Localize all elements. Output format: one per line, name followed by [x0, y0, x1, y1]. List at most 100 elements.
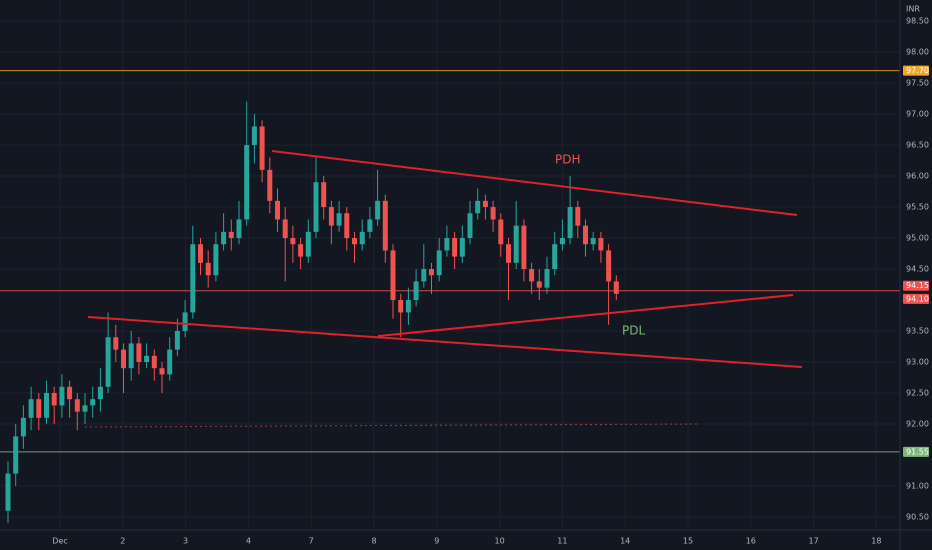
candle-body	[436, 250, 442, 276]
candle-body	[174, 331, 180, 350]
candles	[5, 101, 619, 524]
candle-body	[167, 349, 173, 375]
candle-body	[13, 436, 19, 474]
candle-body	[136, 343, 142, 363]
candle-body	[375, 200, 381, 220]
candle-body	[267, 169, 273, 201]
y-tick-label: 93.00	[906, 358, 929, 367]
candle-body	[482, 200, 488, 208]
candle-body	[429, 269, 434, 276]
candle-body	[144, 355, 150, 363]
candle-body	[82, 405, 88, 412]
y-tick-label: 96.50	[906, 141, 929, 150]
x-tick-label: 11	[557, 537, 567, 546]
candle-body	[513, 225, 519, 263]
candle-body	[151, 355, 157, 369]
trend-line	[377, 294, 794, 337]
grid	[0, 0, 900, 530]
y-tick-label: 92.00	[906, 420, 929, 429]
candle-body	[544, 269, 550, 288]
trend-lines	[87, 150, 803, 368]
candle-body	[236, 219, 242, 239]
x-tick-label: 17	[809, 537, 819, 546]
candle-body	[105, 337, 111, 387]
candle-body	[275, 200, 280, 220]
candle-body	[421, 269, 427, 282]
candle-body	[405, 300, 411, 313]
y-tick-label: 93.50	[906, 327, 929, 336]
candle-body	[583, 225, 588, 245]
x-tick-label: 2	[120, 537, 125, 546]
candle-body	[552, 244, 558, 270]
candle-body	[328, 207, 334, 226]
candle-body	[182, 312, 188, 332]
x-tick-label: 18	[871, 537, 881, 546]
candle-body	[452, 238, 458, 257]
candle-body	[506, 244, 511, 263]
candle-body	[198, 244, 203, 263]
candle-body	[97, 386, 103, 400]
price-label-box	[903, 280, 929, 291]
candle-body	[205, 262, 211, 276]
candle-body	[413, 281, 419, 301]
y-tick-label: 97.50	[906, 79, 929, 88]
x-tick-label: 9	[434, 537, 439, 546]
y-tick-label: 95.00	[906, 234, 929, 243]
candle-body	[444, 238, 450, 251]
candle-body	[244, 145, 250, 220]
candle-body	[251, 126, 257, 146]
candle-body	[159, 368, 165, 375]
price-label-box	[903, 446, 929, 457]
trend-line	[271, 150, 798, 216]
candle-body	[336, 213, 342, 226]
x-tick-label: 7	[309, 537, 314, 546]
candle-body	[59, 386, 65, 406]
candle-body	[598, 238, 604, 251]
price-label: 94.15	[906, 281, 929, 290]
candle-body	[28, 399, 34, 418]
candle-body	[121, 349, 126, 369]
candle-body	[305, 231, 311, 257]
candle-body	[467, 213, 473, 239]
x-tick-label: 15	[683, 537, 693, 546]
price-label: 97.70	[906, 66, 929, 75]
candle-body	[559, 238, 565, 245]
x-tick-label: 14	[620, 537, 630, 546]
candle-body	[490, 207, 496, 220]
price-label: 91.55	[906, 447, 929, 456]
candle-body	[344, 213, 350, 239]
candle-body	[128, 343, 134, 369]
candle-body	[259, 126, 265, 170]
y-tick-label: 98.50	[906, 17, 929, 26]
candle-body	[90, 399, 96, 406]
y-tick-label: 91.00	[906, 481, 929, 490]
candle-body	[359, 231, 365, 245]
candle-body	[298, 244, 304, 257]
trend-line	[87, 316, 803, 368]
x-tick-label: 10	[495, 537, 505, 546]
annotation: PDL	[622, 324, 645, 338]
candle-body	[352, 238, 357, 245]
price-label: 94.10	[906, 294, 929, 303]
candle-body	[51, 393, 57, 406]
y-tick-label: 95.50	[906, 203, 929, 212]
x-tick-label: 16	[746, 537, 756, 546]
candle-body	[282, 219, 288, 239]
candle-body	[382, 200, 388, 251]
candle-body	[606, 250, 612, 282]
candle-body	[398, 300, 404, 313]
y-tick-label: 98.00	[906, 48, 929, 57]
candle-body	[313, 182, 319, 232]
candle-body	[536, 281, 542, 288]
candle-body	[113, 337, 119, 350]
candle-body	[390, 250, 396, 301]
x-tick-label: 3	[183, 537, 188, 546]
candle-body	[5, 473, 11, 511]
y-tick-label: 97.00	[906, 110, 929, 119]
x-tick-label: Dec	[52, 537, 67, 546]
candle-body	[190, 244, 196, 313]
candle-body	[567, 207, 573, 239]
candle-body	[367, 219, 373, 232]
candle-body	[613, 281, 619, 294]
